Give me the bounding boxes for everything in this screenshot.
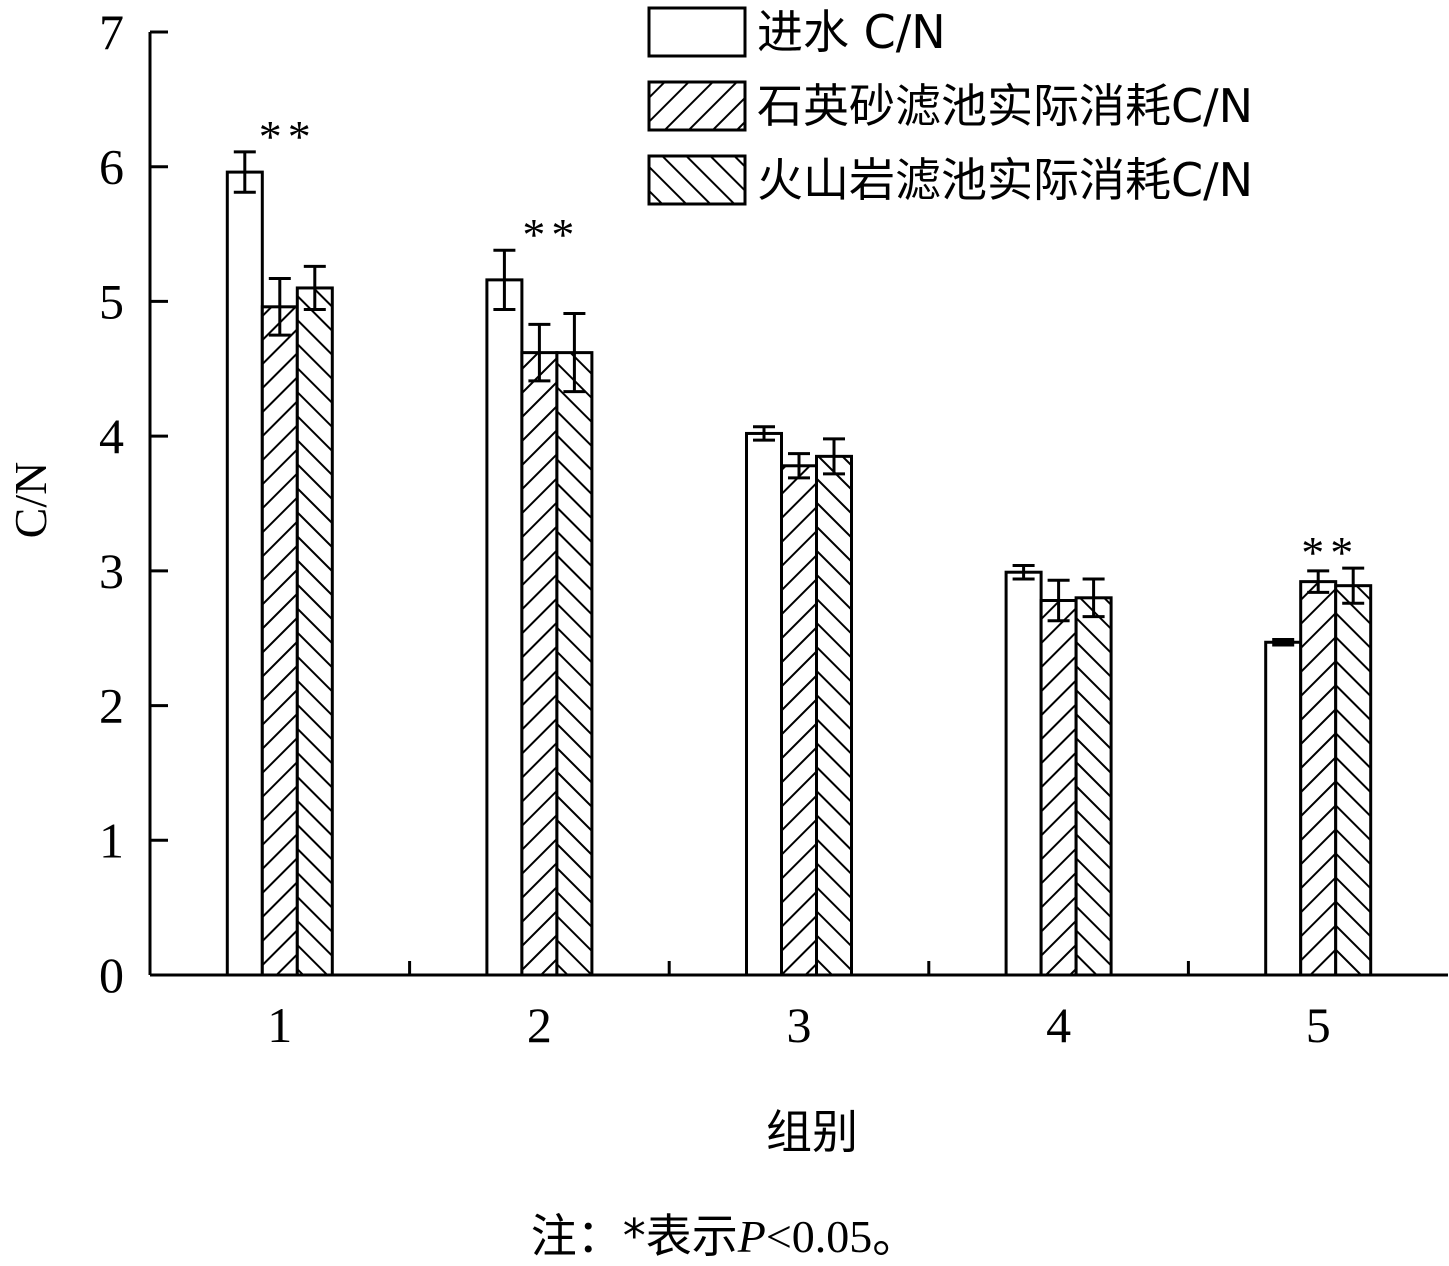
bar-series2-cat-2 [520,351,559,977]
legend-swatch-series1 [647,6,747,58]
footnote-suffix: <0.05。 [765,1211,919,1262]
y-tick-label-0: 0 [99,947,124,1003]
bar-series3-cat-3 [815,454,853,977]
x-tick-label-1: 1 [267,997,292,1053]
x-tick-label-5: 5 [1306,997,1331,1053]
footnote-prefix: 注：*表示 [530,1209,738,1263]
legend-swatch-series3 [647,154,747,206]
bar-series1-cat-4 [1004,570,1043,977]
bar-series1-cat-2 [485,278,524,977]
bar-series2-cat-1 [260,305,299,977]
y-axis-title: C/N [5,462,56,539]
bar-series2-cat-3 [780,464,818,977]
legend-swatch-series2 [647,80,747,132]
legend-label-series2: 石英砂滤池实际消耗C/N [757,79,1253,133]
bar-series2-cat-5 [1299,580,1338,977]
bar-series2-cat-4 [1039,598,1078,977]
significance-annotation-5: ** [1301,527,1359,578]
y-tick-label-3: 3 [99,543,124,599]
footnote-p-symbol: P [737,1211,766,1262]
legend-label-series3: 火山岩滤池实际消耗C/N [757,153,1253,207]
x-axis-title: 组别 [766,1105,858,1159]
y-tick-label-5: 5 [99,273,124,329]
bar-series3-cat-5 [1334,584,1373,977]
x-tick-label-2: 2 [527,997,552,1053]
y-tick-label-2: 2 [99,678,124,734]
y-tick-label-4: 4 [99,408,124,464]
y-tick-label-1: 1 [99,812,124,868]
bar-series1-cat-1 [225,170,264,977]
bar-series1-cat-3 [745,431,783,977]
bar-series3-cat-2 [555,351,594,977]
footnote: 注：*表示P<0.05。 [0,1200,1449,1266]
bar-series1-cat-5 [1264,640,1303,977]
y-tick-label-7: 7 [99,4,124,60]
bar-series3-cat-4 [1074,596,1113,977]
y-tick-label-6: 6 [99,139,124,195]
legend-label-series1: 进水 C/N [757,5,946,59]
x-tick-label-4: 4 [1046,997,1071,1053]
bar-series3-cat-1 [295,286,334,977]
x-tick-label-3: 3 [787,997,812,1053]
significance-annotation-2: ** [522,209,580,260]
significance-annotation-1: ** [259,111,317,162]
